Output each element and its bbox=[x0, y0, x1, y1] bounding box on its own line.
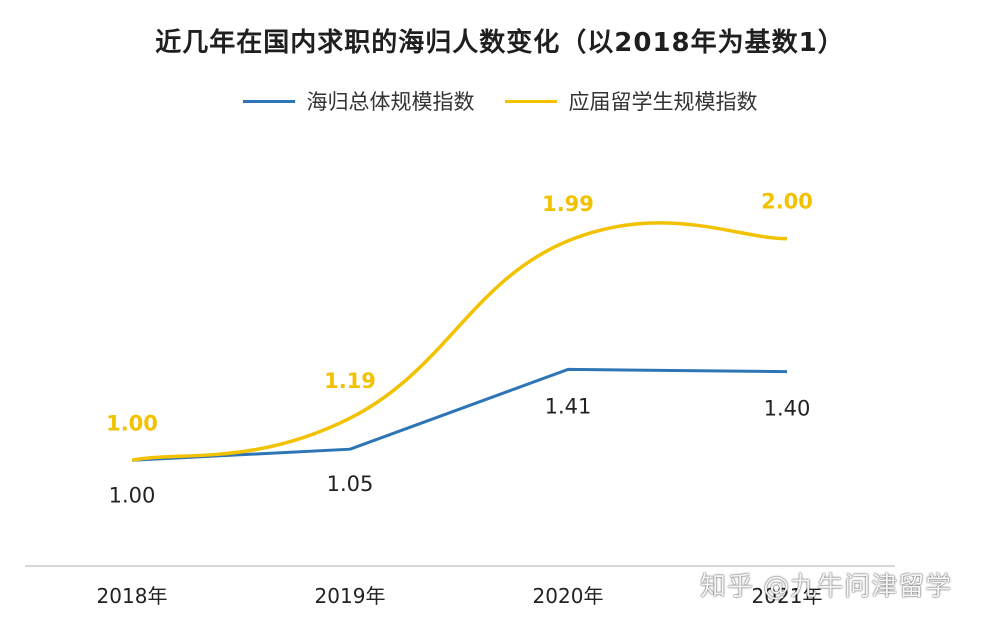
legend-item-graduates: 应届留学生规模指数 bbox=[504, 86, 758, 116]
series-line-overall bbox=[131, 367, 788, 462]
data-label-overall: 1.00 bbox=[109, 483, 156, 507]
x-tick-label: 2021年 bbox=[752, 584, 823, 608]
watermark: 知乎 @九牛问津留学 bbox=[700, 572, 953, 602]
data-label-graduates: 1.00 bbox=[106, 411, 158, 435]
series-line-graduates bbox=[131, 221, 788, 462]
x-tick-label: 2020年 bbox=[533, 584, 604, 608]
legend-label-overall: 海归总体规模指数 bbox=[306, 90, 475, 114]
data-label-overall: 1.05 bbox=[327, 472, 374, 496]
data-label-overall: 1.40 bbox=[764, 397, 811, 421]
legend: 海归总体规模指数 应届留学生规模指数 bbox=[0, 86, 1000, 116]
data-label-graduates: 1.99 bbox=[542, 192, 594, 216]
legend-label-graduates: 应届留学生规模指数 bbox=[568, 90, 758, 114]
legend-item-overall: 海归总体规模指数 bbox=[242, 86, 475, 116]
data-label-graduates: 1.19 bbox=[324, 369, 376, 393]
data-label-overall: 1.41 bbox=[545, 394, 592, 418]
legend-swatch-graduates bbox=[504, 99, 557, 103]
chart-title: 近几年在国内求职的海归人数变化（以2018年为基数1） bbox=[155, 28, 845, 58]
x-tick-label: 2018年 bbox=[97, 584, 168, 608]
data-label-graduates: 2.00 bbox=[761, 190, 813, 214]
x-tick-label: 2019年 bbox=[315, 584, 386, 608]
legend-swatch-overall bbox=[242, 99, 295, 103]
